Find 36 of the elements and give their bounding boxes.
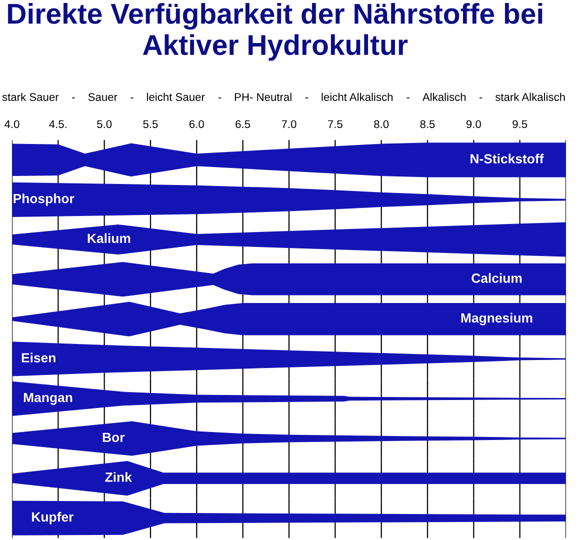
series-label: Phosphor [14,194,74,206]
series-label: N-Stickstoff [470,154,544,164]
text: - [479,97,482,98]
x-tick-label: 5.5 [143,120,158,128]
text: - [72,97,75,98]
series-label: Magnesium [461,312,532,326]
series-label: Calcium [472,273,522,283]
series-label: Kupfer [32,512,74,524]
text: leicht Alkalisch [322,92,393,101]
x-tick-label: 7.5 [328,120,342,128]
x-tick-label: 4.0 [4,120,20,128]
text: - [130,97,134,98]
series-label: Eisen [22,352,56,362]
text: - [305,97,308,98]
x-tick-label: 9.5 [512,120,528,128]
series-label: Zink [105,472,132,482]
text: - [406,97,410,98]
x-tick-label: 9.0 [466,120,481,128]
text: stark Sauer [2,92,59,101]
x-tick-label: 7.0 [282,120,296,128]
x-tick-label: 6.5 [236,120,250,128]
text: Sauer [88,93,118,101]
x-tick-label: 5.0 [97,120,112,128]
series-label: Kalium [88,233,130,244]
series-label: Mangan [24,392,72,405]
chart-title: Direkte Verfügbarkeit der Nährstoffe bei Aktiver Hydrokultur [8,3,542,61]
x-tick-label: 8.5 [420,120,435,128]
text: Alkalisch [422,92,466,101]
x-tick-label: 8.0 [374,120,389,128]
series-label: Bor [102,432,125,442]
text: leicht Sauer [147,92,205,101]
x-tick-label: 6.0 [190,120,204,128]
text: - [218,97,222,98]
text: stark Alkalisch [495,92,565,101]
text: PH- Neutral [234,92,292,101]
x-tick-label: 4.5. [49,120,66,128]
